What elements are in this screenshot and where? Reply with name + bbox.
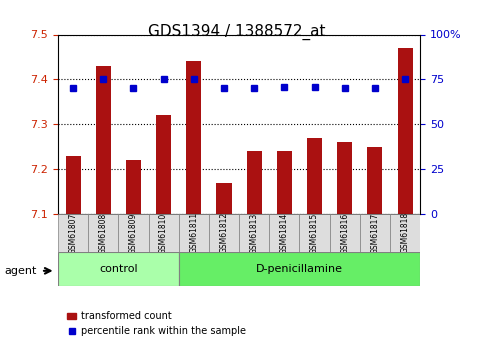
FancyBboxPatch shape bbox=[58, 252, 179, 286]
FancyBboxPatch shape bbox=[239, 214, 270, 252]
Bar bbox=[126, 160, 141, 214]
Text: GSM61815: GSM61815 bbox=[310, 212, 319, 254]
FancyBboxPatch shape bbox=[270, 214, 299, 252]
Text: GSM61814: GSM61814 bbox=[280, 212, 289, 254]
Bar bbox=[398, 48, 412, 214]
FancyBboxPatch shape bbox=[58, 214, 88, 252]
Bar bbox=[186, 61, 201, 214]
FancyBboxPatch shape bbox=[118, 214, 149, 252]
Bar bbox=[156, 115, 171, 214]
Text: GSM61807: GSM61807 bbox=[69, 212, 78, 254]
Bar bbox=[247, 151, 262, 214]
Text: GDS1394 / 1388572_at: GDS1394 / 1388572_at bbox=[148, 24, 326, 40]
Text: GSM61811: GSM61811 bbox=[189, 212, 199, 254]
Text: GSM61812: GSM61812 bbox=[219, 212, 228, 254]
Bar bbox=[277, 151, 292, 214]
FancyBboxPatch shape bbox=[299, 214, 330, 252]
Bar bbox=[66, 156, 81, 214]
FancyBboxPatch shape bbox=[330, 214, 360, 252]
Text: D-penicillamine: D-penicillamine bbox=[256, 264, 343, 274]
FancyBboxPatch shape bbox=[149, 214, 179, 252]
FancyBboxPatch shape bbox=[209, 214, 239, 252]
Text: GSM61818: GSM61818 bbox=[400, 212, 410, 254]
FancyBboxPatch shape bbox=[88, 214, 118, 252]
Text: GSM61813: GSM61813 bbox=[250, 212, 259, 254]
Text: control: control bbox=[99, 264, 138, 274]
FancyBboxPatch shape bbox=[360, 214, 390, 252]
Text: GSM61809: GSM61809 bbox=[129, 212, 138, 254]
Text: agent: agent bbox=[5, 266, 37, 276]
Bar bbox=[368, 147, 383, 214]
Text: GSM61816: GSM61816 bbox=[340, 212, 349, 254]
Bar bbox=[216, 183, 231, 214]
Bar bbox=[96, 66, 111, 214]
Text: GSM61808: GSM61808 bbox=[99, 212, 108, 254]
Text: GSM61810: GSM61810 bbox=[159, 212, 168, 254]
FancyBboxPatch shape bbox=[179, 252, 420, 286]
FancyBboxPatch shape bbox=[179, 214, 209, 252]
FancyBboxPatch shape bbox=[390, 214, 420, 252]
Bar bbox=[307, 138, 322, 214]
Legend: transformed count, percentile rank within the sample: transformed count, percentile rank withi… bbox=[63, 307, 250, 340]
Bar bbox=[337, 142, 352, 214]
Text: GSM61817: GSM61817 bbox=[370, 212, 380, 254]
